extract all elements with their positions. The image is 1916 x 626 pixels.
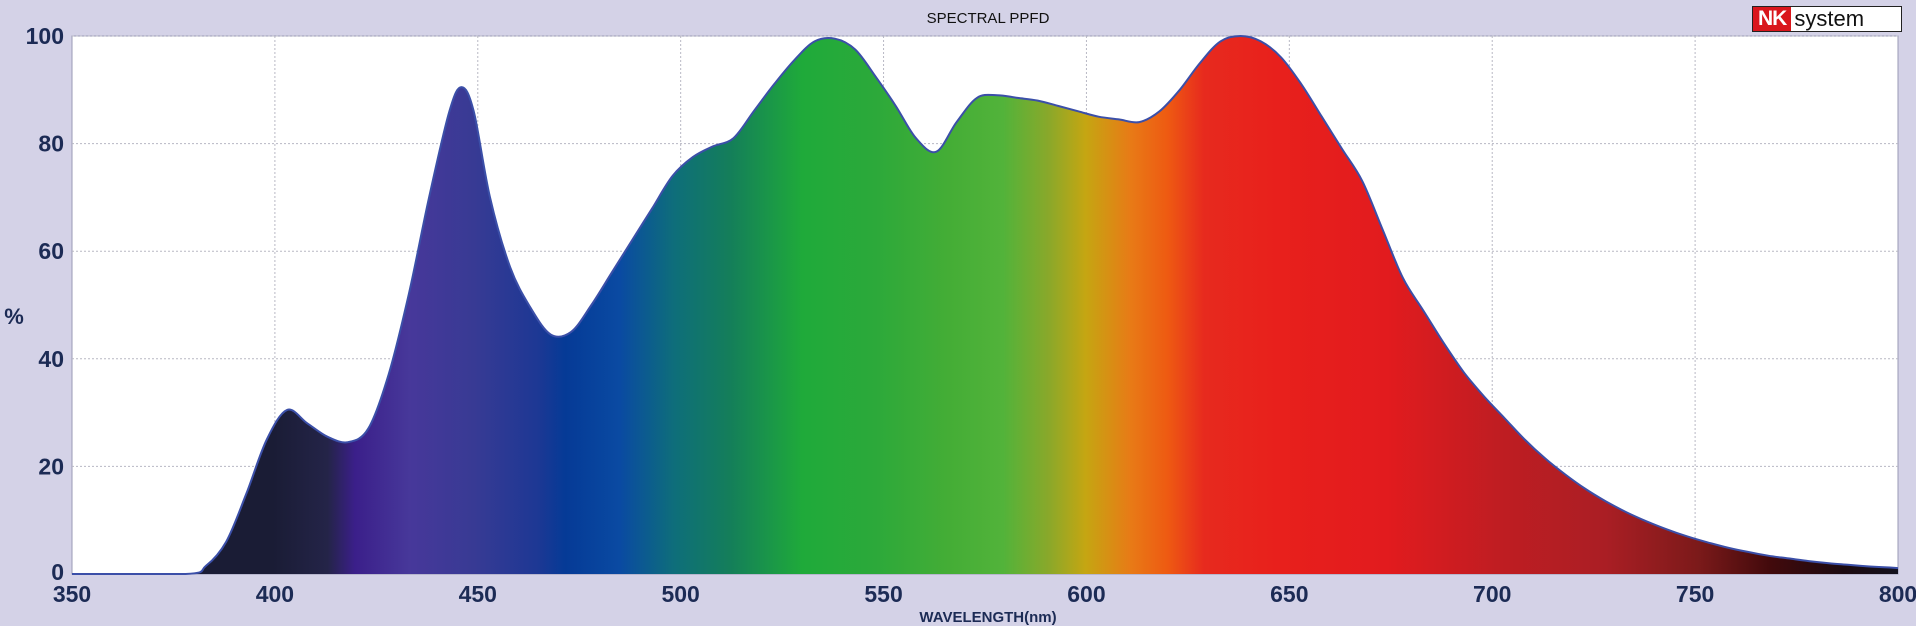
x-tick-label: 550: [864, 581, 902, 607]
logo-suffix: system: [1794, 6, 1865, 31]
chart-title: SPECTRAL PPFD: [927, 10, 1050, 27]
y-tick-label: 20: [38, 453, 64, 479]
y-tick-label: 80: [38, 131, 64, 157]
x-tick-label: 400: [256, 581, 294, 607]
x-tick-label: 350: [53, 581, 91, 607]
x-tick-label: 450: [459, 581, 497, 607]
x-tick-label: 650: [1270, 581, 1308, 607]
y-tick-label: 40: [38, 346, 64, 372]
x-tick-label: 750: [1676, 581, 1714, 607]
x-tick-label: 800: [1879, 581, 1916, 607]
x-tick-label: 500: [661, 581, 699, 607]
x-tick-labels: 350 400 450 500 550 600 650 700 750 800: [53, 581, 1916, 607]
spectrum-outline: [72, 34, 1899, 575]
spectrum-area: [72, 36, 1898, 574]
x-axis-label: WAVELENGTH(nm): [919, 609, 1056, 626]
y-tick-label: 0: [51, 559, 64, 585]
y-tick-label: 60: [38, 238, 64, 264]
y-tick-label: 100: [26, 23, 64, 49]
logo-prefix: NK: [1753, 7, 1792, 31]
y-tick-labels: 0 20 40 60 80 100: [26, 23, 64, 585]
x-tick-label: 700: [1473, 581, 1511, 607]
nk-system-logo: NK system: [1752, 6, 1902, 32]
y-axis-label: %: [4, 304, 24, 329]
x-tick-label: 600: [1067, 581, 1105, 607]
